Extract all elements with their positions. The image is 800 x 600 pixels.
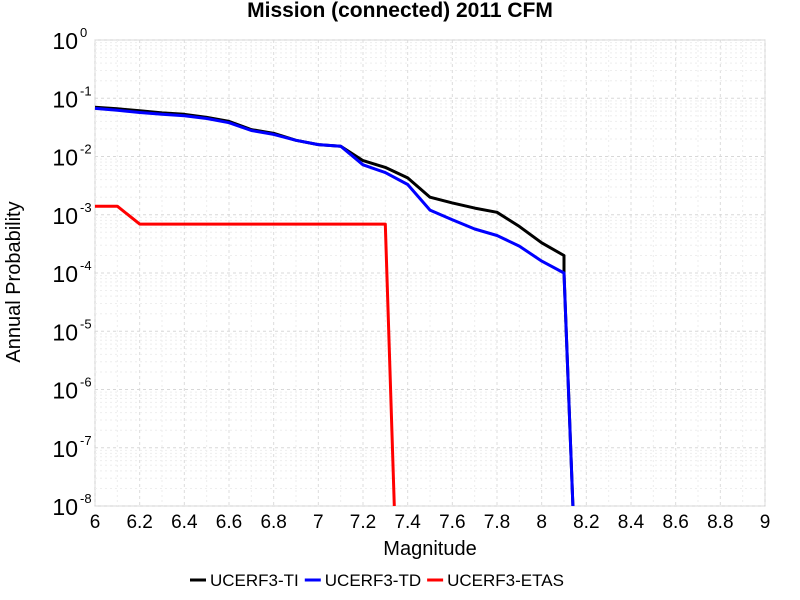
x-tick-label: 8.6 <box>662 512 688 533</box>
legend-label: UCERF3-TI <box>210 571 299 590</box>
series-layer <box>94 105 575 507</box>
y-tick-label: 10 <box>52 436 78 462</box>
grid <box>94 39 766 507</box>
x-tick-label: 6 <box>90 512 101 533</box>
x-tick-label: 7 <box>313 512 324 533</box>
x-tick-label: 9 <box>760 512 771 533</box>
x-tick-label: 8.2 <box>573 512 599 533</box>
y-tick-label: 10 <box>52 203 78 229</box>
x-tick-label: 6.8 <box>260 512 286 533</box>
y-tick-exponent: -8 <box>80 491 92 506</box>
series-line-ucerf3-etas <box>95 204 396 507</box>
y-tick-label: 10 <box>52 494 78 520</box>
y-tick-exponent: -4 <box>80 258 92 273</box>
x-tick-label: 7.6 <box>439 512 465 533</box>
x-tick-label: 7.4 <box>394 512 421 533</box>
y-tick-exponent: -2 <box>80 142 92 157</box>
x-tick-label: 7.2 <box>350 512 376 533</box>
y-tick-label: 10 <box>52 261 78 287</box>
x-tick-label: 8 <box>536 512 547 533</box>
y-tick-exponent: 0 <box>80 25 87 40</box>
legend-label: UCERF3-TD <box>325 571 421 590</box>
x-tick-label: 6.2 <box>126 512 152 533</box>
y-tick-label: 10 <box>52 145 78 171</box>
x-tick-labels: 6 6.2 6.4 6.6 6.8 7 7.2 7.4 7.6 7.8 8 8.2 8.4 8.6 8.8 9 <box>90 512 771 533</box>
x-tick-label: 6.6 <box>216 512 242 533</box>
legend: UCERF3-TI UCERF3-TD UCERF3-ETAS <box>190 571 564 590</box>
y-tick-exponent: -7 <box>80 433 92 448</box>
y-tick-exponent: -6 <box>80 375 92 390</box>
chart-title: Mission (connected) 2011 CFM <box>247 0 553 22</box>
x-axis-label: Magnitude <box>383 538 476 560</box>
y-tick-exponent: -5 <box>80 316 92 331</box>
y-tick-label: 10 <box>52 28 78 54</box>
y-tick-label: 10 <box>52 319 78 345</box>
x-tick-label: 7.8 <box>484 512 510 533</box>
x-tick-label: 8.4 <box>618 512 645 533</box>
y-tick-label: 10 <box>52 86 78 112</box>
y-tick-label: 10 <box>52 378 78 404</box>
series-line-ucerf3-td <box>94 106 575 507</box>
legend-label: UCERF3-ETAS <box>447 571 564 590</box>
x-tick-label: 8.8 <box>707 512 733 533</box>
y-tick-exponent: -1 <box>80 83 92 98</box>
x-tick-label: 6.4 <box>171 512 198 533</box>
y-tick-exponent: -3 <box>80 200 92 215</box>
y-axis-label: Annual Probability <box>3 201 25 362</box>
